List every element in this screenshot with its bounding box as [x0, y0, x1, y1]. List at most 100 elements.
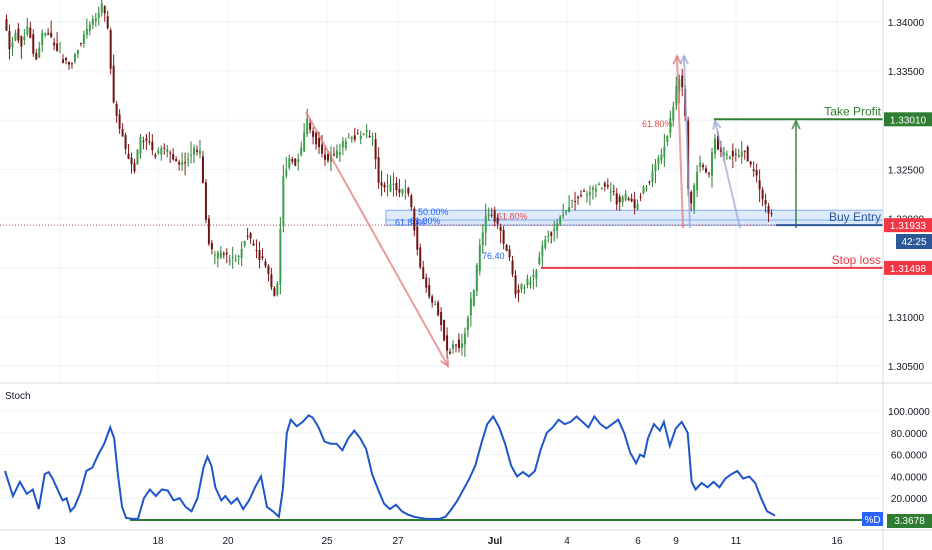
candle-body [550, 232, 553, 236]
candle-body [615, 193, 618, 205]
candle-body [675, 86, 678, 106]
stochastic-series [4, 414, 776, 520]
stoch-tick-label: 80.0000 [891, 429, 928, 440]
candle-body [112, 65, 115, 103]
candle-body [14, 32, 17, 41]
candle-body [499, 226, 502, 231]
candle-body [53, 42, 56, 46]
swing-arrow-blue-head [712, 118, 722, 131]
candle-body [597, 183, 600, 185]
candle-body [294, 158, 297, 166]
candle-body [639, 196, 642, 198]
candle-body [725, 154, 728, 156]
time-tick-label: 4 [564, 536, 570, 547]
candle-body [240, 248, 243, 259]
candle-body [731, 150, 734, 157]
candle-body [219, 252, 222, 258]
fib-label: 61.80% [642, 119, 673, 129]
candle-body [178, 162, 181, 165]
candle-body [580, 194, 583, 196]
candle-body [5, 19, 8, 31]
stoch-series-label: %D [864, 515, 880, 526]
candle-body [562, 214, 565, 216]
fall-arrow [305, 111, 449, 367]
candle-body [303, 132, 306, 152]
candle-body [315, 132, 318, 145]
candle-body [636, 203, 639, 210]
candle-body [452, 344, 455, 349]
candle-body [630, 198, 633, 202]
price-tick-label: 1.34000 [888, 18, 925, 29]
candle-body [672, 106, 675, 121]
candle-body [154, 154, 157, 157]
candle-body [335, 150, 338, 158]
stoch-value: 3.3678 [894, 516, 925, 527]
candle-body [41, 33, 44, 45]
price-markers: 1.33010 1.31933 1.31498 [884, 112, 932, 275]
candle-body [8, 30, 11, 50]
candle-body [502, 229, 505, 244]
candle-body [332, 154, 335, 156]
zone-label: 50.00% [418, 207, 449, 217]
time-tick-label: 16 [831, 536, 843, 547]
candle-body [38, 47, 41, 58]
candle-body [472, 289, 475, 306]
candle-body [68, 62, 71, 65]
candle-body [571, 200, 574, 202]
candle-body [642, 186, 645, 193]
rise-arrow-blue-head [679, 53, 690, 65]
candle-body [11, 42, 14, 47]
candle-body [657, 157, 660, 165]
candle-body [606, 184, 609, 187]
candle-body [133, 163, 136, 172]
candle-body [321, 144, 324, 154]
candle-body [118, 114, 121, 129]
candle-body [160, 147, 163, 155]
candle-body [752, 169, 755, 172]
candle-body [109, 30, 112, 69]
candle-body [591, 187, 594, 190]
candle-body [365, 130, 368, 132]
candle-body [431, 296, 434, 303]
candle-body [737, 154, 740, 157]
candle-body [243, 241, 246, 246]
time-tick-label: 20 [222, 536, 234, 547]
level-label: Take Profit [824, 104, 881, 118]
candle-body [29, 27, 32, 38]
candle-body [496, 217, 499, 224]
candle-body [82, 34, 85, 44]
candle-body [32, 34, 35, 54]
candle-body [216, 252, 219, 259]
candle-body [556, 223, 559, 231]
candle-body [743, 150, 746, 152]
candle-body [648, 181, 651, 183]
candle-body [255, 250, 258, 252]
candle-body [389, 184, 392, 192]
candle-body [79, 43, 82, 45]
candle-body [460, 343, 463, 348]
candle-body [440, 311, 443, 326]
candle-body [249, 233, 252, 239]
candle-body [663, 146, 666, 158]
candle-body [127, 154, 130, 159]
candle-body [600, 188, 603, 190]
time-tick-label: 9 [673, 536, 679, 547]
candle-body [130, 157, 133, 165]
candle-body [517, 289, 520, 293]
candle-body [100, 3, 103, 13]
candle-body [65, 57, 68, 61]
candle-body [359, 135, 362, 139]
candle-body [306, 118, 309, 134]
candle-body [755, 170, 758, 176]
candle-body [347, 137, 350, 139]
price-marker-text: 1.31933 [890, 221, 927, 232]
time-tick-label: 11 [731, 536, 742, 547]
candle-body [106, 16, 109, 29]
candle-body [612, 191, 615, 193]
candle-body [669, 117, 672, 134]
time-tick-label: 25 [321, 536, 333, 547]
candle-body [544, 239, 547, 248]
candle-body [169, 152, 172, 154]
candle-body [386, 185, 389, 187]
candle-body [44, 33, 47, 36]
